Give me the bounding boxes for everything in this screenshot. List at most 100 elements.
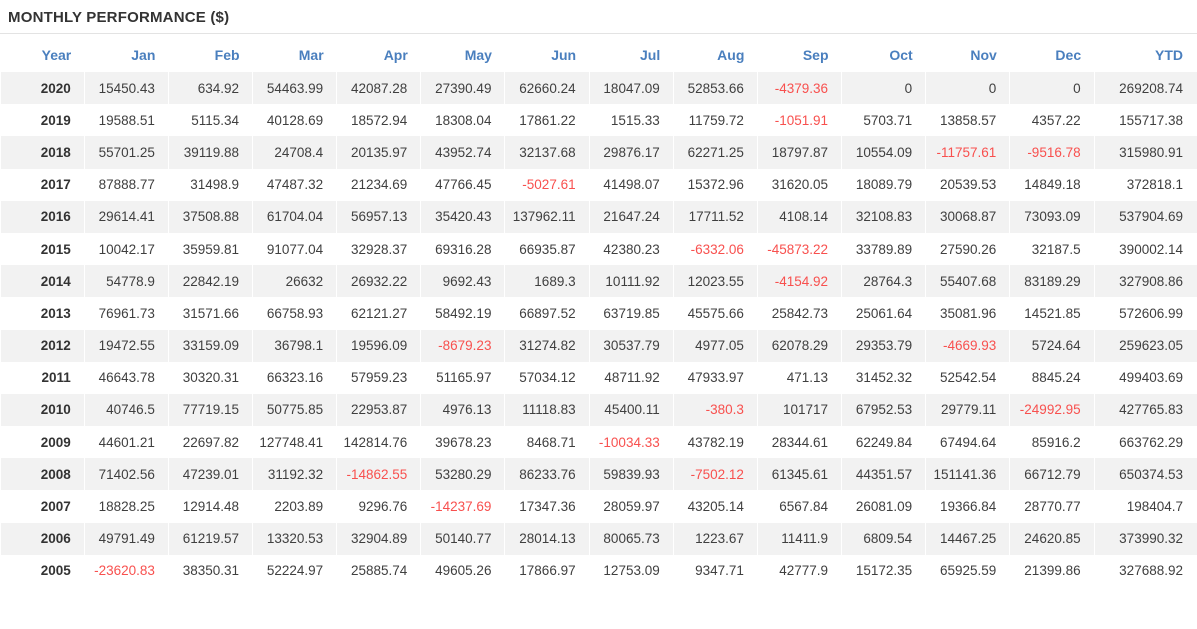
value-cell: 31620.05 (756, 168, 842, 201)
value-cell: 47766.45 (420, 168, 505, 201)
value-cell: 49791.49 (83, 522, 169, 555)
year-cell: 2014 (0, 265, 85, 298)
value-cell: 12914.48 (167, 490, 253, 523)
year-cell: 2012 (0, 329, 85, 362)
value-cell: 269208.74 (1093, 72, 1197, 105)
value-cell: 32904.89 (336, 522, 421, 555)
table-row: 2017 87888.77 31498.9 47487.32 21234.69 47766… (0, 168, 1197, 201)
value-cell: 55407.68 (925, 265, 1010, 298)
value-cell: 29353.79 (841, 329, 926, 362)
value-cell: 31192.32 (252, 458, 337, 491)
value-cell: 63719.85 (588, 297, 674, 330)
value-cell: 18797.87 (756, 136, 842, 169)
value-cell: 31498.9 (167, 168, 253, 201)
value-cell: -380.3 (672, 393, 758, 427)
value-cell: 49605.26 (420, 554, 505, 587)
table-row: 2020 15450.43 634.92 54463.99 42087.28 27390.… (0, 72, 1197, 105)
value-cell: 30068.87 (925, 200, 1010, 233)
value-cell: 9692.43 (420, 265, 505, 298)
value-cell: 14849.18 (1009, 168, 1095, 201)
value-cell: 20135.97 (336, 136, 421, 169)
value-cell: 91077.04 (252, 232, 337, 266)
value-cell: 9347.71 (672, 554, 758, 587)
value-cell: 42380.23 (588, 232, 674, 266)
value-cell: 83189.29 (1009, 265, 1095, 298)
value-cell: 25885.74 (336, 554, 421, 587)
value-cell: -4379.36 (756, 72, 842, 105)
value-cell: 101717 (756, 393, 842, 427)
value-cell: 8468.71 (504, 426, 590, 459)
value-cell: 29779.11 (925, 393, 1010, 427)
value-cell: 57959.23 (336, 361, 421, 394)
value-cell: 61219.57 (167, 522, 253, 555)
value-cell: 10042.17 (83, 232, 169, 266)
column-header-feb: Feb (214, 47, 240, 63)
table-body: 2020 15450.43 634.92 54463.99 42087.28 27390.… (0, 72, 1197, 587)
value-cell: 14521.85 (1009, 297, 1095, 330)
column-header-oct: Oct (889, 47, 913, 63)
table-row: 2005 -23620.83 38350.31 52224.97 25885.74 496… (0, 554, 1197, 587)
value-cell: 20539.53 (925, 168, 1010, 201)
value-cell: 62271.25 (672, 136, 758, 169)
value-cell: 29614.41 (83, 200, 169, 233)
year-cell: 2015 (0, 232, 85, 266)
value-cell: 26081.09 (841, 490, 926, 523)
value-cell: 11118.83 (504, 393, 590, 427)
table-row: 2019 19588.51 5115.34 40128.69 18572.94 18308… (0, 104, 1197, 137)
value-cell: 48711.92 (588, 361, 674, 394)
value-cell: 11759.72 (672, 104, 758, 137)
value-cell: 42087.28 (336, 72, 421, 105)
monthly-performance-table: Year Jan Feb Mar Apr May Jun Jul Aug Sep Oct Nov Dec… (0, 38, 1197, 587)
value-cell: 40746.5 (83, 393, 169, 427)
value-cell: 17347.36 (504, 490, 590, 523)
value-cell: 22842.19 (167, 265, 253, 298)
value-cell: 19472.55 (83, 329, 169, 362)
value-cell: 13320.53 (252, 522, 337, 555)
value-cell: 87888.77 (83, 168, 169, 201)
value-cell: 73093.09 (1009, 200, 1095, 233)
value-cell: -10034.33 (588, 426, 674, 459)
value-cell: 142814.76 (336, 426, 421, 459)
year-cell: 2019 (0, 104, 85, 137)
value-cell: -14862.55 (336, 458, 421, 491)
table-row: 2018 55701.25 39119.88 24708.4 20135.97 43952… (0, 136, 1197, 169)
value-cell: 1223.67 (672, 522, 758, 555)
value-cell: 67494.64 (925, 426, 1010, 459)
year-cell: 2008 (0, 458, 85, 491)
value-cell: 30537.79 (588, 329, 674, 362)
value-cell: 1689.3 (504, 265, 590, 298)
table-row: 2013 76961.73 31571.66 66758.93 62121.27 5849… (0, 297, 1197, 330)
value-cell: 17866.97 (504, 554, 590, 587)
value-cell: 327688.92 (1093, 554, 1197, 587)
year-cell: 2013 (0, 297, 85, 330)
value-cell: 44351.57 (841, 458, 926, 491)
value-cell: -5027.61 (504, 168, 590, 201)
value-cell: 36798.1 (252, 329, 337, 362)
value-cell: 61704.04 (252, 200, 337, 233)
table-row: 2016 29614.41 37508.88 61704.04 56957.13 3542… (0, 200, 1197, 233)
column-header-apr: Apr (383, 47, 408, 63)
value-cell: 21399.86 (1009, 554, 1095, 587)
column-header-jan: Jan (131, 47, 156, 63)
value-cell: 77719.15 (167, 393, 253, 427)
value-cell: 0 (1009, 72, 1095, 105)
value-cell: -1051.91 (756, 104, 842, 137)
column-header-jun: Jun (551, 47, 577, 63)
value-cell: 32137.68 (504, 136, 590, 169)
value-cell: 35420.43 (420, 200, 505, 233)
value-cell: 31571.66 (167, 297, 253, 330)
value-cell: 11411.9 (756, 522, 842, 555)
column-header-may: May (464, 47, 492, 63)
page-title: MONTHLY PERFORMANCE ($) (8, 9, 230, 26)
value-cell: 69316.28 (420, 232, 505, 266)
value-cell: 19588.51 (83, 104, 169, 137)
value-cell: 18308.04 (420, 104, 505, 137)
value-cell: 5703.71 (841, 104, 926, 137)
title-divider (0, 33, 1197, 34)
value-cell: 28344.61 (756, 426, 842, 459)
value-cell: 9296.76 (336, 490, 421, 523)
value-cell: 12753.09 (588, 554, 674, 587)
table-header: Year Jan Feb Mar Apr May Jun Jul Aug Sep Oct Nov Dec… (1, 38, 1197, 72)
value-cell: 47239.01 (167, 458, 253, 491)
value-cell: 55701.25 (83, 136, 169, 169)
